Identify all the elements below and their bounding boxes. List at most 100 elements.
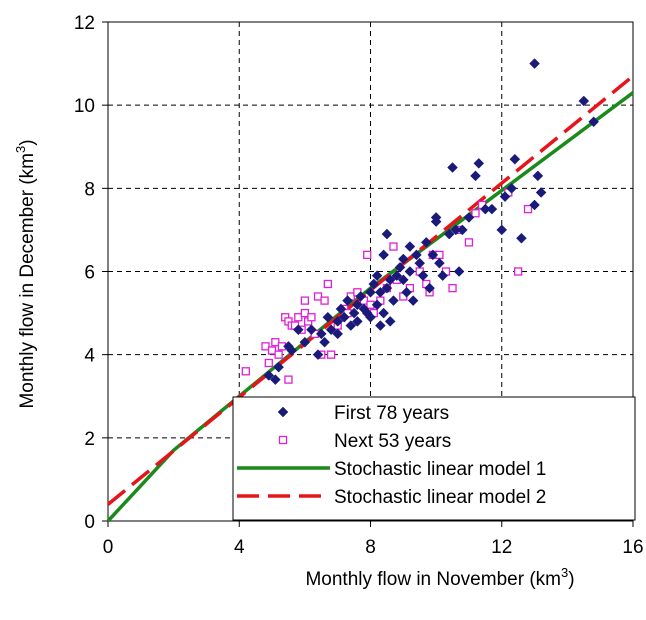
next-53-years-point (284, 375, 293, 384)
first-78-years-point (437, 270, 449, 282)
first-78-years-point (397, 253, 409, 265)
first-78-years-point (509, 153, 521, 165)
first-78-years-point (384, 274, 396, 286)
first-78-years-point (371, 270, 383, 282)
next-53-years-point (294, 313, 303, 322)
first-78-years-point (463, 212, 475, 223)
next-53-years-point (261, 342, 270, 351)
first-78-years-point (397, 274, 409, 286)
first-78-years-point (273, 361, 284, 373)
first-78-years-point (434, 257, 445, 269)
next-53-years-point (320, 296, 329, 305)
x-tick-label: 4 (234, 537, 245, 558)
next-53-years-point (271, 338, 280, 347)
first-78-years-point (368, 278, 380, 290)
first-78-years-point (342, 295, 353, 306)
y-axis-title: Monthly flow in December (km3) (13, 139, 38, 408)
first-78-years-point (365, 311, 376, 323)
x-axis-title: Monthly flow in November (km3) (305, 565, 574, 590)
first-78-years-point (378, 307, 389, 319)
next-53-years-point (274, 350, 283, 359)
model-lines (106, 74, 635, 523)
first-78-years-point (529, 199, 540, 211)
next-53-years-point (323, 279, 332, 289)
first-78-years-point (535, 187, 547, 198)
x-tick-label: 0 (103, 537, 114, 558)
first-78-years-point (414, 257, 426, 269)
first-78-years-point (371, 299, 383, 311)
first-78-years-point (348, 307, 360, 319)
y-tick-label: 4 (84, 346, 95, 367)
first-78-years-point (299, 336, 311, 348)
next-53-years-point (241, 367, 250, 376)
first-78-years-point (374, 320, 386, 331)
next-53-years-point (300, 296, 310, 305)
first-78-years-point (332, 316, 344, 327)
first-78-years-point (325, 324, 337, 336)
first-78-years-point (457, 224, 468, 236)
next-53-years-point (514, 267, 523, 276)
first-78-years-point (378, 249, 389, 261)
y-tick-label: 6 (84, 263, 95, 284)
next-53-years-point (523, 204, 533, 214)
first-78-years-point (506, 182, 517, 194)
first-78-years-point (381, 228, 393, 240)
first-78-years-point (269, 374, 281, 385)
first-78-years-point (338, 311, 350, 323)
first-78-years-point (365, 286, 376, 298)
first-78-years-point (352, 316, 363, 327)
y-axis-ticks: 0 2 4 6 8 10 12 (74, 13, 108, 533)
first-78-years-point (332, 328, 344, 340)
next-53-years-point (264, 358, 273, 368)
first-78-years-point (443, 228, 455, 240)
data-points (241, 58, 599, 385)
first-78-years-point (420, 237, 432, 248)
first-78-years-point (335, 303, 347, 315)
first-78-years-point (384, 316, 396, 327)
first-78-years-point (473, 158, 485, 169)
first-78-years-point (381, 282, 393, 294)
x-axis-ticks: 0 4 8 12 16 (103, 521, 644, 558)
first-78-years-point (404, 241, 416, 252)
legend-label: First 78 years (334, 403, 449, 424)
first-78-years-point (263, 370, 275, 381)
x-tick-label: 12 (491, 537, 512, 558)
first-78-years-point (453, 266, 465, 277)
first-78-years-point (496, 224, 508, 236)
first-78-years-point (532, 170, 544, 182)
first-78-years-point (401, 286, 412, 298)
first-78-years-point (306, 324, 317, 336)
next-53-years-point (326, 350, 336, 359)
first-78-years-point (424, 282, 435, 294)
first-78-years-point (355, 291, 367, 302)
legend: First 78 years Next 53 years Stochastic li… (232, 396, 636, 521)
next-53-years-point (471, 209, 480, 218)
first-78-years-point (486, 203, 498, 215)
first-78-years-point (391, 270, 403, 282)
y-tick-label: 12 (74, 13, 95, 34)
x-tick-label: 8 (365, 537, 376, 558)
first-78-years-point (427, 249, 439, 261)
first-78-years-point (407, 295, 419, 306)
next-53-years-point (363, 250, 372, 260)
legend-label: Stochastic linear model 1 (334, 459, 546, 480)
first-78-years-point (345, 320, 357, 331)
first-78-years-point (388, 295, 399, 306)
first-78-years-point (470, 170, 481, 182)
next-53-years-point (300, 308, 310, 318)
next-53-years-point (313, 292, 323, 301)
first-78-years-point (394, 261, 406, 273)
y-tick-label: 2 (84, 429, 95, 450)
x-tick-label: 16 (622, 537, 643, 558)
first-78-years-point (499, 191, 511, 203)
first-78-years-point (315, 328, 327, 340)
model-2-line (106, 74, 635, 506)
next-53-years-point (389, 242, 398, 251)
y-tick-label: 10 (74, 96, 95, 117)
y-tick-label: 0 (84, 512, 95, 533)
y-tick-label: 8 (84, 179, 95, 200)
first-78-years-point (374, 286, 386, 298)
first-78-years-point (578, 95, 590, 107)
first-78-years-point (352, 299, 363, 311)
